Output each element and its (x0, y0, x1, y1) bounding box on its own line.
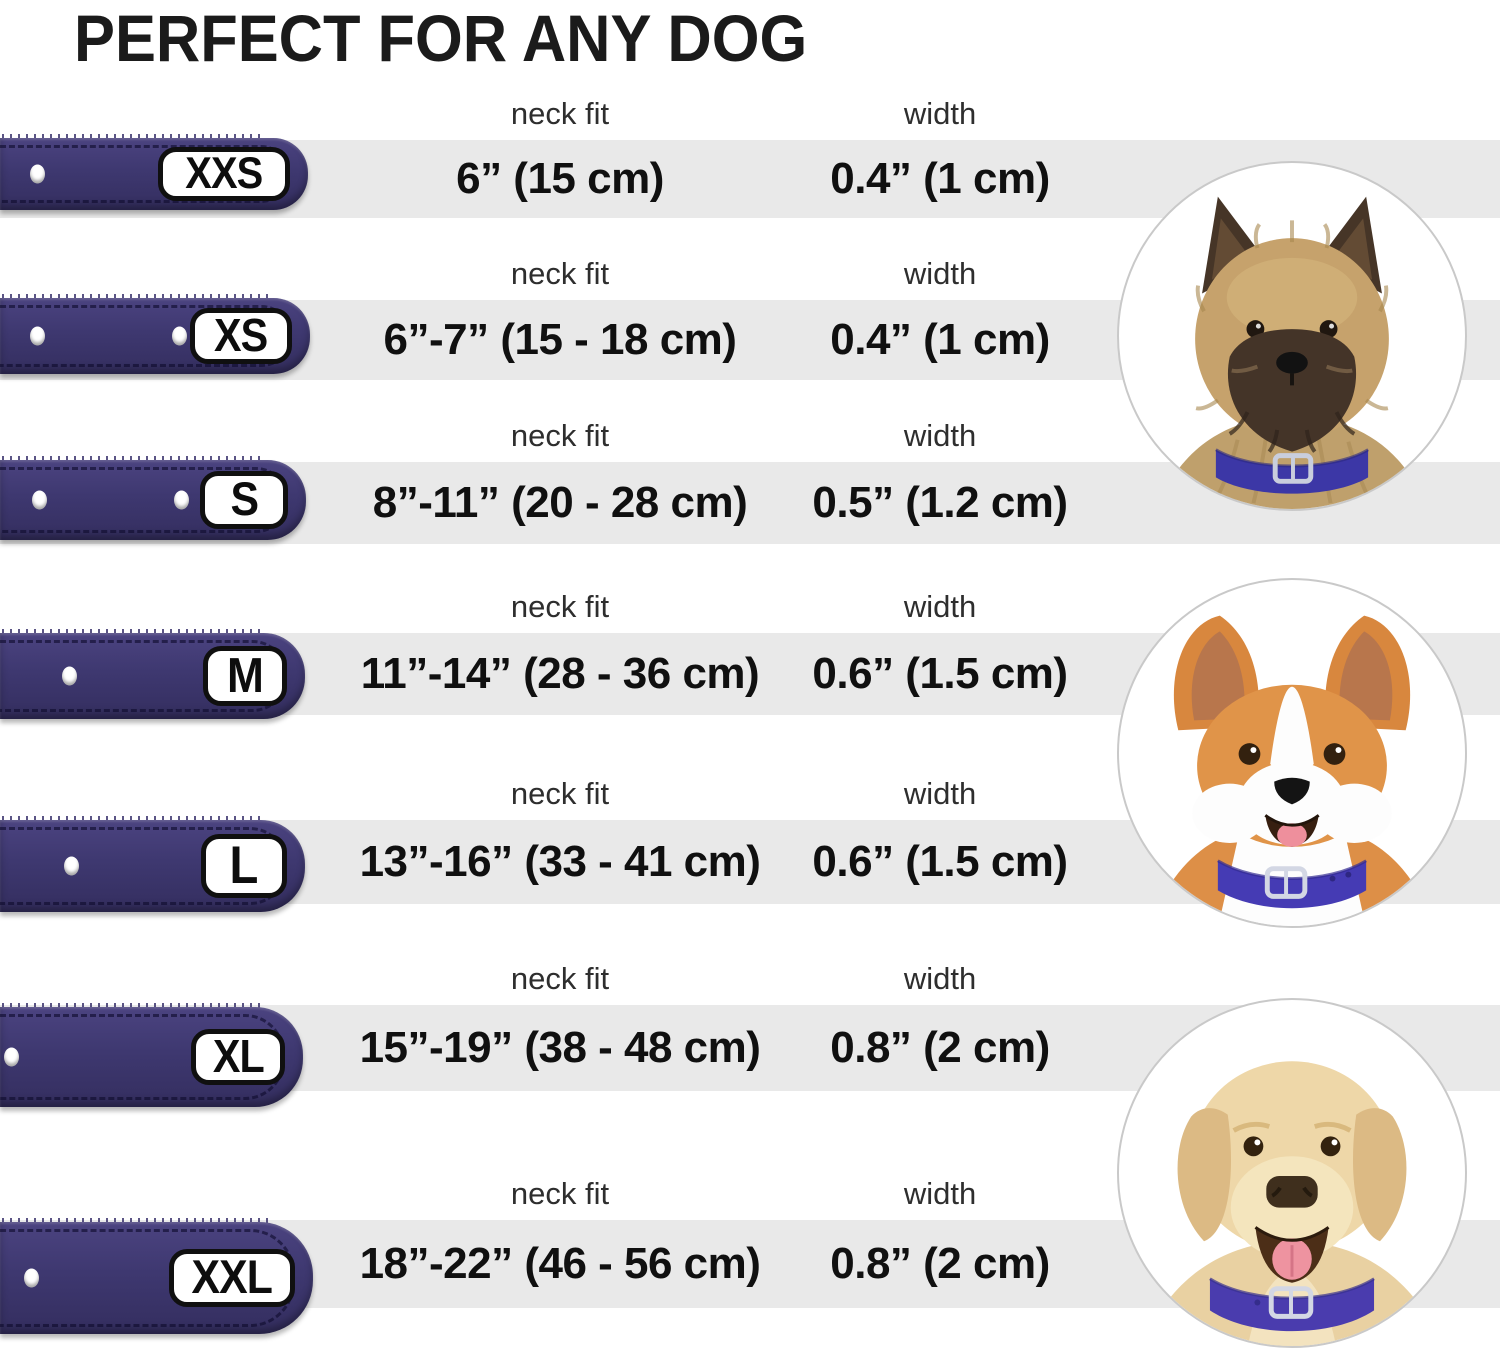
collar-graphic-s: S (0, 460, 306, 540)
width-value: 0.8” (2 cm) (830, 1023, 1050, 1072)
collar-fur-edge (2, 456, 264, 462)
neck-fit-value: 6” (15 cm) (456, 154, 664, 203)
labrador-dog-photo (1141, 1061, 1443, 1346)
corgi-dog-photo (1149, 615, 1435, 926)
corgi-collar (1217, 859, 1367, 909)
collar-hole (24, 1268, 39, 1288)
size-badge-label: S (230, 473, 259, 527)
collar-fur-edge (2, 816, 263, 822)
neck-fit-column-header: neck fit (510, 589, 610, 624)
size-badge-label: XXL (191, 1251, 273, 1305)
neck-fit-value: 15”-19” (38 - 48 cm) (359, 1023, 761, 1072)
size-badge-m: M (203, 646, 287, 706)
size-badge-xxs: XXS (158, 147, 290, 201)
width-value: 0.6” (1.5 cm) (812, 649, 1068, 698)
corgi-head (1173, 615, 1411, 847)
collar-graphic-xxl: XXL (0, 1222, 313, 1334)
collar-hole (64, 856, 79, 876)
labrador-collar (1209, 1277, 1375, 1332)
small-dog-photo-circle (1117, 161, 1467, 511)
width-value: 0.5” (1.2 cm) (812, 478, 1068, 527)
collar-graphic-l: L (0, 820, 305, 912)
collar-hole (30, 164, 45, 184)
terrier-dog-photo (1157, 196, 1427, 509)
neck-fit-value: 11”-14” (28 - 36 cm) (360, 649, 760, 698)
width-column-header: width (903, 589, 977, 624)
collar-hole (62, 666, 77, 686)
labrador-head (1177, 1061, 1407, 1283)
collar-fur-edge (2, 1218, 271, 1224)
width-value: 0.6” (1.5 cm) (812, 837, 1068, 886)
size-badge-xxl: XXL (169, 1249, 295, 1307)
large-dog-photo-circle (1117, 998, 1467, 1348)
size-badge-label: M (226, 648, 264, 704)
neck-fit-column-header: neck fit (510, 776, 610, 811)
neck-fit-column-header: neck fit (510, 1176, 610, 1211)
neck-fit-value: 18”-22” (46 - 56 cm) (359, 1239, 761, 1288)
collar-graphic-xs: XS (0, 298, 310, 374)
neck-fit-column-header: neck fit (510, 256, 610, 291)
collar-graphic-xxs: XXS (0, 138, 308, 210)
page-title: PERFECT FOR ANY DOG (74, 1, 808, 75)
size-row-s: neck fit width S 8”-11” (20 - 28 cm) 0.5… (0, 418, 1500, 544)
collar-graphic-xl: XL (0, 1007, 303, 1107)
width-column-header: width (903, 256, 977, 291)
size-badge-label: XXS (185, 148, 263, 198)
collar-hole (4, 1047, 19, 1067)
width-value: 0.8” (2 cm) (830, 1239, 1050, 1288)
neck-fit-value: 6”-7” (15 - 18 cm) (383, 315, 737, 364)
collar-fur-edge (2, 134, 266, 140)
collar-fur-edge (2, 294, 268, 300)
size-badge-label: XL (212, 1030, 264, 1083)
collar-hole (32, 490, 47, 510)
collar-hole (172, 326, 187, 346)
size-badge-xs: XS (190, 308, 292, 364)
width-value: 0.4” (1 cm) (830, 315, 1050, 364)
neck-fit-column-header: neck fit (510, 418, 610, 453)
size-badge-label: L (230, 835, 259, 895)
width-column-header: width (903, 418, 977, 453)
collar-fur-edge (2, 629, 263, 635)
size-badge-xl: XL (191, 1029, 285, 1085)
width-column-header: width (903, 961, 977, 996)
width-value: 0.4” (1 cm) (830, 154, 1050, 203)
width-column-header: width (903, 1176, 977, 1211)
width-column-header: width (903, 96, 977, 131)
terrier-head (1195, 196, 1389, 453)
collar-hole (174, 490, 189, 510)
size-badge-label: XS (214, 309, 268, 362)
neck-fit-column-header: neck fit (510, 96, 610, 131)
neck-fit-value: 8”-11” (20 - 28 cm) (372, 478, 748, 527)
collar-fur-edge (2, 1003, 261, 1009)
medium-dog-photo-circle (1117, 578, 1467, 928)
size-badge-s: S (200, 471, 288, 529)
size-badge-l: L (201, 834, 287, 898)
terrier-collar (1215, 448, 1369, 494)
width-column-header: width (903, 776, 977, 811)
neck-fit-value: 13”-16” (33 - 41 cm) (359, 837, 761, 886)
collar-hole (30, 326, 45, 346)
neck-fit-column-header: neck fit (510, 961, 610, 996)
collar-graphic-m: M (0, 633, 305, 719)
